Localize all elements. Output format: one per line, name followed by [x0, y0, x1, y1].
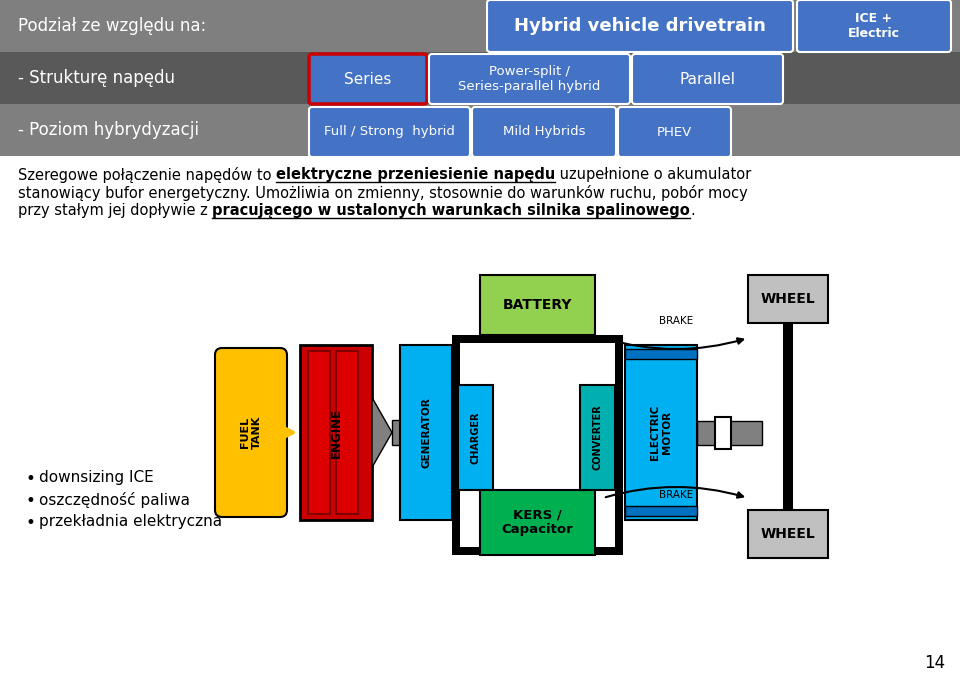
Text: WHEEL: WHEEL	[760, 292, 815, 306]
FancyBboxPatch shape	[618, 107, 731, 157]
FancyBboxPatch shape	[797, 0, 951, 52]
Bar	[697, 421, 762, 445]
FancyBboxPatch shape	[487, 0, 793, 52]
Text: - Strukturę napędu: - Strukturę napędu	[18, 69, 175, 87]
Text: Hybrid vehicle drivetrain: Hybrid vehicle drivetrain	[514, 17, 766, 35]
Text: •: •	[25, 514, 35, 532]
Bar	[748, 510, 828, 558]
Text: Szeregowe połączenie napędów to: Szeregowe połączenie napędów to	[18, 167, 276, 183]
Text: 14: 14	[924, 654, 945, 672]
Bar	[308, 351, 330, 514]
Text: WHEEL: WHEEL	[760, 527, 815, 541]
Text: elektryczne przeniesienie napędu: elektryczne przeniesienie napędu	[276, 167, 556, 182]
Bar	[458, 385, 493, 490]
Text: pracującego w ustalonych warunkach silnika spalinowego: pracującego w ustalonych warunkach silni…	[212, 203, 690, 218]
Text: uzupełnione o akumulator: uzupełnione o akumulator	[556, 167, 752, 182]
Text: CONVERTER: CONVERTER	[592, 405, 603, 471]
Bar	[392, 420, 400, 445]
Bar	[480, 490, 595, 555]
Bar	[336, 351, 358, 514]
Text: Series: Series	[345, 72, 392, 86]
Bar	[783, 323, 793, 510]
Text: GENERATOR: GENERATOR	[421, 397, 431, 468]
Bar	[615, 335, 623, 555]
Bar	[452, 335, 460, 555]
Text: ICE +
Electric: ICE + Electric	[848, 12, 900, 40]
FancyBboxPatch shape	[429, 54, 630, 104]
Bar	[400, 345, 452, 520]
Bar	[460, 547, 615, 555]
Text: oszczędność paliwa: oszczędność paliwa	[39, 492, 190, 508]
FancyBboxPatch shape	[309, 107, 470, 157]
Text: przekładnia elektryczna: przekładnia elektryczna	[39, 514, 222, 529]
Text: FUEL
TANK: FUEL TANK	[240, 416, 262, 449]
Text: •: •	[25, 470, 35, 488]
Text: stanowiący bufor energetyczny. Umożliwia on zmienny, stosownie do warunków ruchu: stanowiący bufor energetyczny. Umożliwia…	[18, 185, 748, 201]
Text: ELECTRIC
MOTOR: ELECTRIC MOTOR	[650, 405, 672, 460]
Bar	[625, 345, 697, 520]
Text: Mild Hybrids: Mild Hybrids	[503, 125, 586, 138]
FancyBboxPatch shape	[309, 54, 427, 104]
Bar	[534, 490, 541, 555]
Text: Full / Strong  hybrid: Full / Strong hybrid	[324, 125, 455, 138]
Text: CHARGER: CHARGER	[470, 411, 481, 464]
Text: BATTERY: BATTERY	[503, 298, 572, 312]
Bar	[625, 506, 697, 516]
Bar	[748, 275, 828, 323]
Text: BRAKE: BRAKE	[660, 316, 694, 326]
Text: Power-split /
Series-parallel hybrid: Power-split / Series-parallel hybrid	[458, 65, 601, 93]
Bar	[460, 335, 615, 343]
Text: - Poziom hybrydyzacji: - Poziom hybrydyzacji	[18, 121, 199, 139]
Text: downsizing ICE: downsizing ICE	[39, 470, 154, 485]
Bar	[300, 345, 372, 520]
Bar	[625, 349, 697, 359]
Text: ENGINE: ENGINE	[329, 408, 343, 458]
FancyBboxPatch shape	[215, 348, 287, 517]
FancyBboxPatch shape	[472, 107, 616, 157]
Text: Parallel: Parallel	[680, 72, 735, 86]
Text: KERS /
Capacitor: KERS / Capacitor	[502, 508, 573, 536]
Bar	[580, 385, 615, 490]
Polygon shape	[372, 397, 392, 467]
Bar	[0, 52, 960, 104]
Bar	[480, 275, 595, 335]
Text: PHEV: PHEV	[657, 125, 692, 138]
Text: przy stałym jej dopływie z: przy stałym jej dopływie z	[18, 203, 212, 218]
Text: Podział ze względu na:: Podział ze względu na:	[18, 17, 206, 35]
Text: BRAKE: BRAKE	[660, 490, 694, 500]
Bar	[0, 0, 960, 52]
Text: •: •	[25, 492, 35, 510]
Bar	[0, 104, 960, 156]
FancyBboxPatch shape	[632, 54, 783, 104]
Bar	[715, 417, 731, 449]
Text: .: .	[690, 203, 695, 218]
